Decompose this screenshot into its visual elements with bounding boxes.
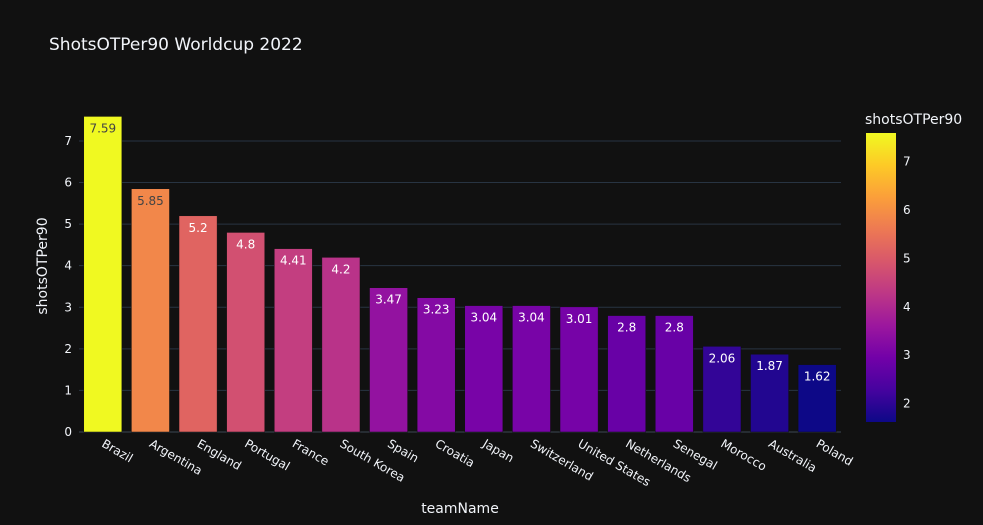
- bar-value-label: 4.41: [280, 254, 307, 268]
- x-tick-label: Poland: [814, 436, 856, 468]
- y-axis-title: shotsOTPer90: [35, 217, 51, 314]
- bar[interactable]: [559, 306, 599, 433]
- bar[interactable]: [655, 315, 694, 433]
- bar-value-label: 3.47: [375, 293, 402, 307]
- x-tick-label: Portugal: [242, 436, 292, 473]
- bar-value-label: 1.87: [756, 359, 783, 373]
- bar-value-label: 3.04: [518, 311, 545, 325]
- bar[interactable]: [750, 353, 789, 433]
- y-tick-label: 4: [64, 259, 72, 273]
- colorbar: [866, 133, 896, 422]
- y-tick-label: 6: [64, 176, 72, 190]
- x-tick-label: France: [290, 436, 332, 468]
- bar[interactable]: [416, 297, 456, 433]
- x-tick-label: Brazil: [99, 436, 135, 465]
- bar[interactable]: [178, 215, 218, 433]
- colorbar-tick-label: 7: [903, 155, 911, 169]
- bar-value-label: 1.62: [804, 370, 831, 384]
- bar-value-label: 7.59: [89, 121, 116, 135]
- chart-title: ShotsOTPer90 Worldcup 2022: [49, 35, 303, 55]
- bar[interactable]: [321, 257, 361, 433]
- colorbar-tick-label: 4: [903, 300, 911, 314]
- y-tick-label: 0: [64, 425, 72, 439]
- bars: [83, 116, 837, 433]
- y-tick-label: 1: [64, 383, 72, 397]
- data-labels: 7.59 5.85 5.2 4.8 4.41 4.2 3.47 3.23 3.04 3.04 3.0…: [89, 121, 830, 383]
- bar[interactable]: [702, 346, 742, 433]
- bar-value-label: 5.85: [137, 194, 164, 208]
- y-tick-label: 2: [64, 342, 72, 356]
- bar-value-label: 2.06: [709, 351, 736, 365]
- bar-value-label: 3.04: [470, 311, 497, 325]
- x-tick-label: Japan: [479, 436, 516, 465]
- bar[interactable]: [226, 232, 265, 433]
- colorbar-tick-label: 6: [903, 203, 911, 217]
- colorbar-tick-label: 5: [903, 251, 911, 265]
- bar[interactable]: [512, 305, 551, 433]
- y-tick-label: 5: [64, 217, 72, 231]
- bar-value-label: 4.2: [331, 262, 350, 276]
- bar-value-label: 3.01: [566, 312, 593, 326]
- x-tick-label: Spain: [385, 436, 421, 465]
- colorbar-tick-label: 2: [903, 397, 911, 411]
- bar-value-label: 3.23: [423, 303, 450, 317]
- x-tick-label: Croatia: [433, 436, 477, 470]
- bar[interactable]: [131, 188, 170, 433]
- x-tick-label: Argentina: [147, 436, 205, 477]
- bar[interactable]: [607, 315, 646, 433]
- x-tick-label: Australia: [766, 436, 819, 475]
- y-tick-label: 7: [64, 134, 72, 148]
- bar[interactable]: [464, 305, 504, 433]
- bar-value-label: 4.8: [236, 237, 255, 251]
- bar[interactable]: [797, 364, 837, 433]
- bar-value-label: 5.2: [189, 221, 208, 235]
- colorbar-title: shotsOTPer90: [865, 112, 962, 128]
- colorbar-ticks: 2 3 4 5 6 7: [903, 155, 911, 411]
- bar[interactable]: [274, 248, 313, 433]
- colorbar-tick-label: 3: [903, 348, 911, 362]
- bar[interactable]: [83, 116, 123, 433]
- y-axis-ticks: 0 1 2 3 4 5 6 7: [64, 134, 72, 439]
- x-tick-label: Morocco: [718, 436, 769, 473]
- bar[interactable]: [369, 287, 408, 433]
- y-tick-label: 3: [64, 300, 72, 314]
- x-axis-title: teamName: [421, 501, 499, 517]
- bar-value-label: 2.8: [617, 321, 636, 335]
- bar-value-label: 2.8: [665, 321, 684, 335]
